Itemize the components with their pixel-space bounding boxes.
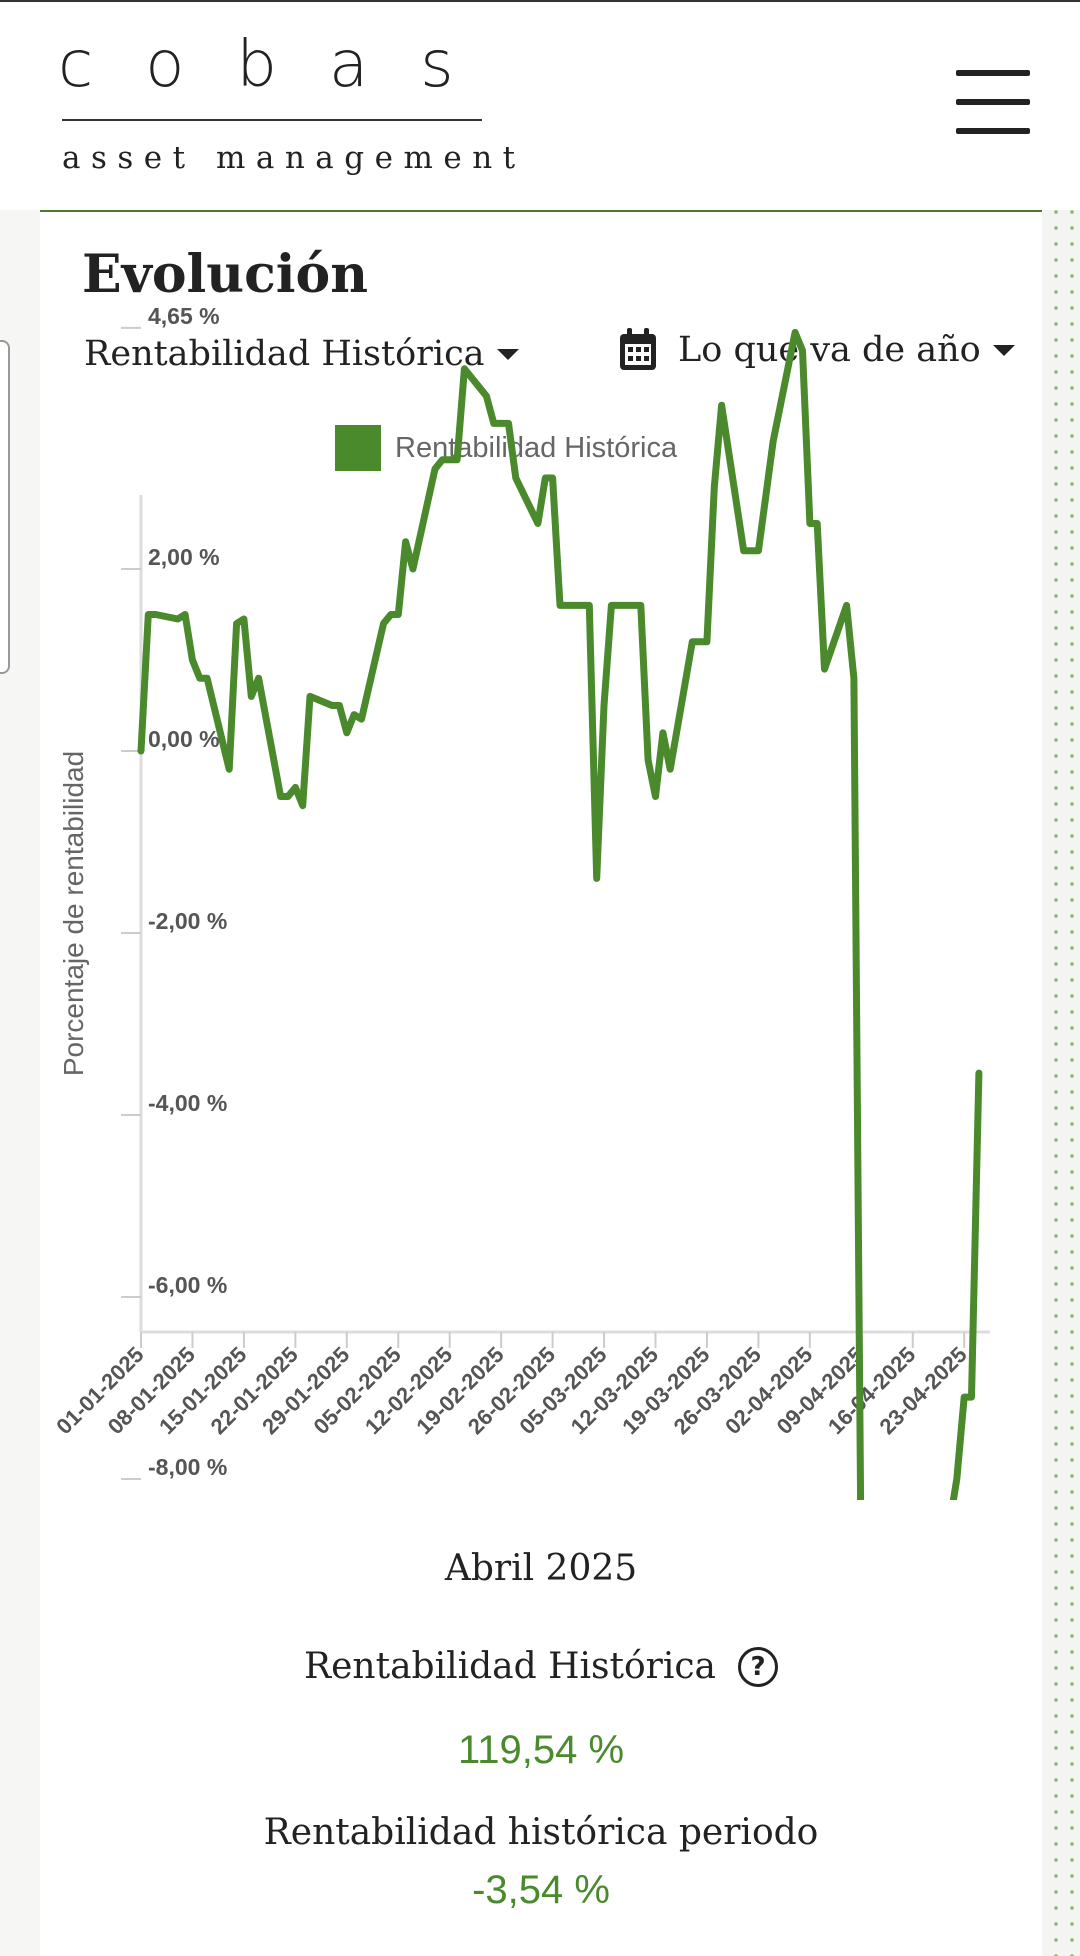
metric-label-row: Rentabilidad Histórica ? (40, 1646, 1042, 1687)
chevron-down-icon (496, 348, 519, 360)
summary-month: Abril 2025 (444, 1548, 638, 1589)
y-tick-label: -6,00 % (148, 1272, 227, 1298)
logo-wordmark[interactable]: cobas (58, 28, 506, 102)
page-title: Evolución (82, 244, 368, 305)
gutter-edge (1042, 210, 1054, 1956)
series-line (137, 328, 983, 1500)
metric-value: 119,54 % (457, 1728, 625, 1772)
y-tick-label: -8,00 % (148, 1454, 227, 1480)
metric-dropdown[interactable]: Rentabilidad Histórica (84, 334, 519, 374)
y-tick-label: -2,00 % (148, 908, 227, 934)
legend-swatch (335, 425, 381, 471)
site-header: cobas asset management (0, 0, 1080, 212)
y-tick-label: -4,00 % (148, 1090, 227, 1116)
period-dropdown-label: Lo que va de año (678, 330, 981, 370)
y-axis-label: Porcentaje de rentabilidad (58, 751, 89, 1076)
logo-subtitle: asset management (62, 140, 526, 176)
period-dropdown[interactable]: Lo que va de año (618, 328, 1015, 372)
line-chart: Porcentaje de rentabilidad 4,65 % 2,00 % 0… (51, 303, 990, 1500)
period-value: -3,54 % (472, 1868, 610, 1912)
metric-dropdown-label: Rentabilidad Histórica (84, 334, 485, 374)
chevron-down-icon (992, 344, 1015, 356)
y-tick-label: 2,00 % (148, 544, 220, 570)
period-label: Rentabilidad histórica periodo (263, 1812, 819, 1853)
calendar-icon (620, 328, 656, 370)
metric-label: Rentabilidad Histórica (304, 1646, 716, 1687)
hamburger-menu-icon[interactable] (956, 70, 1030, 134)
logo-divider (62, 119, 482, 121)
side-drawer-tab[interactable] (0, 340, 10, 674)
y-tick-label: 0,00 % (148, 726, 220, 752)
y-tick-label: 4,65 % (148, 303, 220, 329)
question-circle-icon[interactable]: ? (737, 1646, 778, 1687)
